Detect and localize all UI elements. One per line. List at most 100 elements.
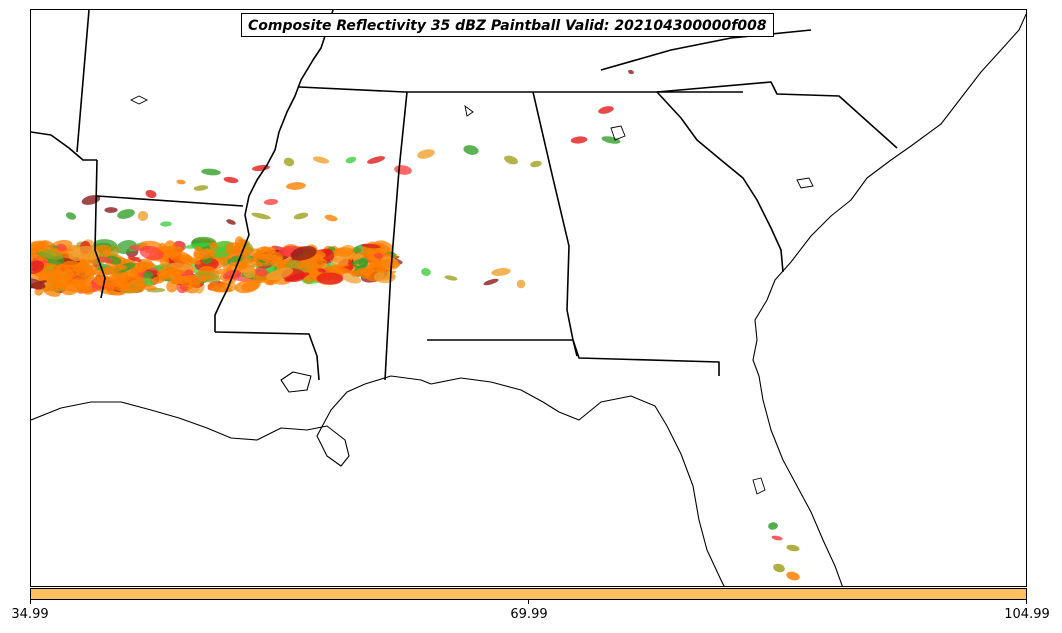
- state-border-arkansas-louisiana: [94, 159, 106, 299]
- reflectivity-cell: [98, 256, 114, 264]
- reflectivity-paintball-layer: [31, 69, 800, 581]
- reflectivity-cell: [254, 267, 268, 277]
- reflectivity-cell: [361, 243, 381, 249]
- reflectivity-cell: [137, 258, 154, 270]
- reflectivity-cell: [183, 242, 211, 249]
- colorbar-tick-max: 104.99: [1004, 607, 1050, 622]
- lake-small-4: [464, 104, 474, 117]
- reflectivity-cell: [226, 219, 236, 225]
- state-border-alabama-georgia: [532, 91, 578, 357]
- reflectivity-cell: [628, 69, 634, 75]
- reflectivity-cell: [374, 252, 383, 259]
- state-border-mississippi-river: [214, 10, 334, 332]
- map-title: Composite Reflectivity 35 dBZ Paintball …: [241, 13, 774, 37]
- reflectivity-cell: [530, 160, 542, 168]
- reflectivity-cell: [145, 189, 157, 199]
- reflectivity-cell: [342, 273, 362, 284]
- reflectivity-cell: [159, 254, 170, 269]
- reflectivity-cell: [193, 248, 216, 260]
- reflectivity-cell: [444, 275, 458, 281]
- reflectivity-cell: [226, 260, 249, 273]
- state-border-georgia-florida: [427, 339, 720, 376]
- reflectivity-cell: [360, 268, 371, 279]
- reflectivity-cell: [174, 275, 201, 289]
- lake-small-3: [796, 177, 814, 189]
- coastline-florida-east: [758, 375, 843, 586]
- colorbar-tick-mid: 69.99: [510, 607, 548, 622]
- reflectivity-cell: [257, 250, 284, 263]
- reflectivity-cell: [219, 278, 236, 286]
- reflectivity-cell: [773, 563, 785, 573]
- reflectivity-cell: [63, 268, 74, 282]
- reflectivity-cell: [65, 212, 77, 220]
- reflectivity-cell: [786, 544, 800, 552]
- colorbar: [30, 588, 1027, 600]
- reflectivity-cell: [234, 280, 260, 294]
- reflectivity-cell: [786, 571, 800, 581]
- reflectivity-cell: [234, 236, 245, 250]
- reflectivity-cell: [111, 272, 128, 282]
- reflectivity-cell: [143, 270, 154, 279]
- reflectivity-cell: [223, 176, 239, 184]
- reflectivity-cell: [209, 242, 218, 249]
- reflectivity-cell: [68, 250, 83, 262]
- reflectivity-cell: [377, 259, 401, 269]
- map-panel[interactable]: [30, 9, 1027, 587]
- reflectivity-cell: [178, 254, 201, 265]
- coastline-florida-gulf: [430, 377, 725, 586]
- reflectivity-cell: [158, 245, 170, 253]
- reflectivity-cell: [225, 242, 236, 256]
- reflectivity-cell: [317, 268, 326, 273]
- colorbar-tick-mark: [528, 600, 529, 604]
- reflectivity-cell: [111, 283, 131, 292]
- reflectivity-cell: [230, 246, 252, 258]
- reflectivity-cell: [367, 156, 385, 164]
- map-canvas: [31, 10, 1026, 586]
- reflectivity-cell: [61, 244, 80, 250]
- reflectivity-cell: [36, 248, 64, 260]
- reflectivity-cell: [243, 267, 256, 279]
- state-border-georgia-south-carolina: [656, 91, 784, 273]
- reflectivity-cell: [601, 136, 621, 144]
- reflectivity-cell: [251, 212, 271, 220]
- reflectivity-cell: [266, 246, 276, 255]
- reflectivity-cell: [160, 221, 172, 227]
- reflectivity-cell: [768, 522, 778, 530]
- reflectivity-cell: [266, 267, 294, 281]
- state-border-oklahoma-texas: [31, 131, 97, 161]
- reflectivity-cell: [241, 256, 263, 266]
- reflectivity-cell: [491, 268, 511, 276]
- reflectivity-cell: [176, 179, 186, 185]
- reflectivity-cell: [76, 283, 89, 293]
- reflectivity-cell: [516, 279, 526, 289]
- reflectivity-cell: [193, 185, 209, 191]
- reflectivity-cell: [316, 272, 344, 285]
- reflectivity-cell: [324, 214, 338, 222]
- reflectivity-cell: [127, 256, 142, 262]
- reflectivity-cell: [297, 259, 319, 269]
- reflectivity-cell: [31, 278, 46, 290]
- reflectivity-cell: [332, 247, 355, 257]
- reflectivity-cell: [358, 257, 369, 268]
- coastline-louisiana: [31, 375, 432, 467]
- reflectivity-cell: [139, 245, 164, 261]
- reflectivity-cell: [324, 263, 350, 269]
- colorbar-tick-min: 34.99: [11, 607, 49, 622]
- reflectivity-cell: [483, 278, 499, 286]
- reflectivity-cell: [104, 207, 118, 213]
- state-border-mississippi-alabama: [384, 91, 408, 381]
- reflectivity-cell: [45, 277, 65, 286]
- lake-small-1: [129, 95, 149, 105]
- reflectivity-cell: [157, 267, 173, 279]
- reflectivity-cell: [62, 260, 85, 272]
- reflectivity-cell: [293, 212, 309, 220]
- reflectivity-cell: [31, 260, 45, 274]
- lake-small-2: [610, 125, 626, 141]
- state-border-louisiana-mississippi: [214, 331, 320, 381]
- reflectivity-cell: [504, 155, 518, 165]
- colorbar-tick-mark: [30, 600, 31, 604]
- reflectivity-cell: [421, 268, 431, 276]
- colorbar-tick-mark: [1026, 600, 1027, 604]
- reflectivity-cell: [263, 198, 279, 206]
- coastline-atlantic: [752, 13, 1026, 377]
